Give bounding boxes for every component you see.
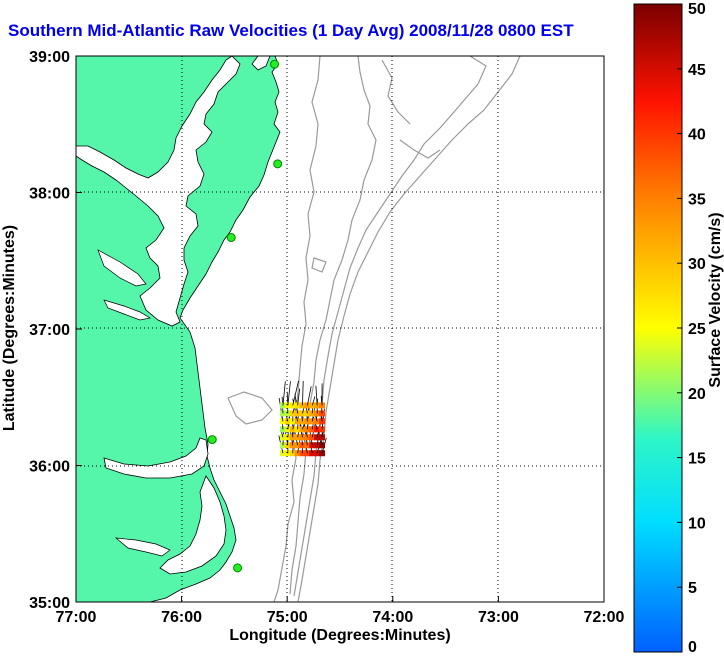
y-axis-label: Latitude (Degrees:Minutes)	[1, 225, 18, 431]
codar-station-marker	[273, 159, 283, 169]
colorbar-tick-label: 25	[688, 321, 706, 338]
velocity-vector	[315, 385, 318, 406]
codar-station-marker	[270, 59, 280, 69]
x-axis-ticks: 77:00 76:00 75:00 74:00 73:00 72:00	[56, 596, 625, 626]
codar-station-marker	[226, 233, 236, 243]
y-tick-label: 38:00	[29, 186, 70, 203]
x-tick-label: 76:00	[161, 609, 202, 626]
y-tick-label: 37:00	[29, 322, 70, 339]
river-inlet	[97, 249, 147, 287]
x-tick-label: 74:00	[372, 609, 413, 626]
bathymetry-contours	[227, 56, 521, 602]
x-axis-label: Longitude (Degrees:Minutes)	[229, 627, 450, 644]
x-tick-label: 72:00	[584, 609, 625, 626]
colorbar-tick-label: 15	[688, 451, 706, 468]
velocity-field	[278, 380, 327, 457]
y-tick-label: 35:00	[29, 595, 70, 612]
colorbar-tick-label: 20	[688, 386, 706, 403]
river-inlet	[103, 299, 151, 321]
x-tick-label: 75:00	[267, 609, 308, 626]
velocity-vector	[287, 381, 291, 406]
colorbar-tick-label: 45	[688, 62, 706, 79]
velocity-vector	[282, 381, 286, 406]
y-axis-ticks: 39:00 38:00 37:00 36:00 35:00	[29, 49, 82, 612]
map-grid	[76, 56, 604, 602]
river-inlet	[114, 537, 171, 557]
map-title: Southern Mid-Atlantic Raw Velocities (1 …	[8, 21, 574, 40]
velocity-vector	[302, 380, 304, 406]
colorbar-tick-label: 0	[688, 639, 697, 656]
velocity-vector	[292, 429, 295, 454]
colorbar-tick-label: 10	[688, 515, 706, 532]
velocity-vector	[316, 429, 325, 454]
velocity-vector	[278, 397, 284, 422]
velocity-vector	[297, 388, 301, 406]
pamlico-sound	[159, 475, 227, 575]
x-tick-label: 73:00	[478, 609, 519, 626]
x-tick-label: 77:00	[56, 609, 97, 626]
colorbar-tick-label: 50	[688, 1, 706, 18]
y-tick-label: 39:00	[29, 49, 70, 66]
codar-station-marker	[233, 563, 243, 573]
codar-station-marker	[207, 435, 217, 445]
chesapeake-bay	[76, 56, 241, 327]
velocity-vector	[307, 386, 312, 406]
colorbar-tick-label: 40	[688, 127, 706, 144]
delaware-bay	[251, 56, 271, 71]
y-tick-label: 36:00	[29, 459, 70, 476]
velocity-vector	[311, 396, 316, 406]
colorbar-tick-label: 5	[688, 580, 697, 597]
colorbar-tick-label: 30	[688, 256, 706, 273]
colorbar-label: Surface Velocity (cm/s)	[707, 212, 724, 387]
colorbar-tick-label: 35	[688, 191, 706, 208]
velocity-vector	[292, 380, 299, 406]
velocity-vector	[306, 405, 310, 430]
station-markers	[207, 59, 283, 573]
colorbar	[633, 3, 683, 653]
